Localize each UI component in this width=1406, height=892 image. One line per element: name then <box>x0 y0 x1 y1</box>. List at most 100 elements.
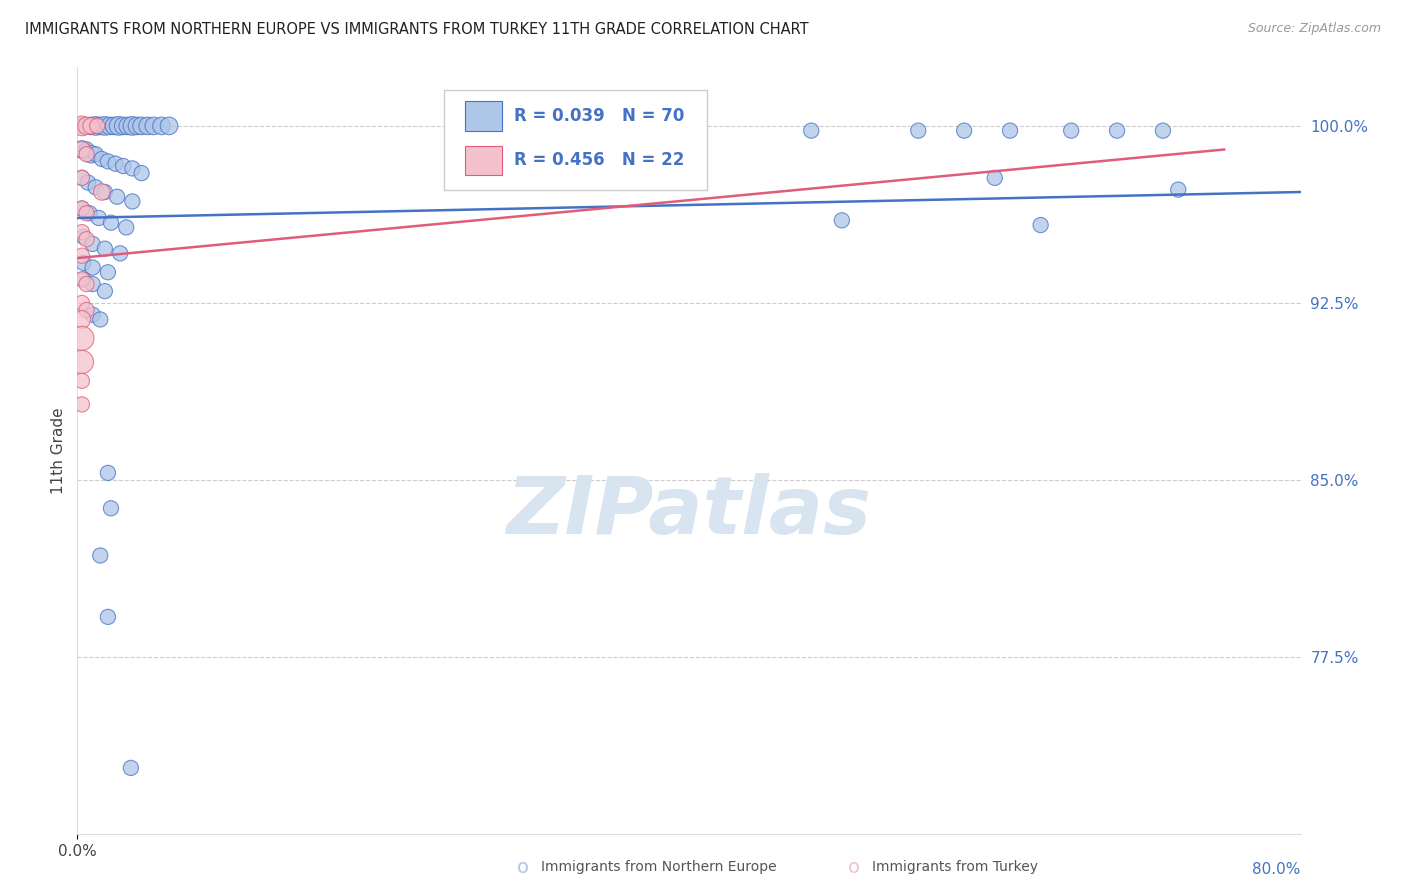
Text: o: o <box>848 857 859 877</box>
Point <box>97 154 120 169</box>
Point <box>100 501 122 516</box>
Point <box>82 308 104 322</box>
Point <box>94 284 117 298</box>
Point <box>70 119 93 133</box>
Point <box>76 147 98 161</box>
Point <box>86 119 108 133</box>
Point <box>157 119 180 133</box>
Point <box>831 213 853 227</box>
Point <box>89 312 111 326</box>
Point <box>72 256 94 270</box>
Point <box>97 466 120 480</box>
Point <box>121 119 143 133</box>
Point <box>131 166 153 180</box>
Point <box>82 277 104 291</box>
Point <box>70 143 93 157</box>
Point <box>80 119 103 133</box>
Point <box>76 303 98 318</box>
Point <box>70 296 93 310</box>
Point <box>80 119 103 133</box>
Text: R = 0.456   N = 22: R = 0.456 N = 22 <box>515 151 685 169</box>
Point <box>1167 183 1189 197</box>
Point <box>136 119 159 133</box>
Point <box>89 549 111 563</box>
Point <box>84 119 107 133</box>
Point <box>907 123 929 137</box>
Point <box>984 170 1007 185</box>
Point <box>76 277 98 291</box>
Point <box>108 246 131 260</box>
Point <box>84 147 107 161</box>
Point <box>107 119 129 133</box>
Point <box>953 123 976 137</box>
Point <box>1107 123 1129 137</box>
Point <box>77 176 100 190</box>
Point <box>90 152 112 166</box>
Text: Immigrants from Northern Europe: Immigrants from Northern Europe <box>541 860 778 874</box>
Point <box>87 211 110 225</box>
Text: ZIPatlas: ZIPatlas <box>506 473 872 551</box>
Point <box>70 331 93 345</box>
Point <box>70 202 93 216</box>
Point <box>509 126 531 140</box>
Point <box>98 119 121 133</box>
Point <box>97 610 120 624</box>
Text: 80.0%: 80.0% <box>1253 862 1301 877</box>
Point <box>84 180 107 194</box>
FancyBboxPatch shape <box>465 102 502 130</box>
Point <box>82 236 104 251</box>
Point <box>76 119 98 133</box>
Point <box>1029 218 1052 232</box>
Point <box>76 206 98 220</box>
Point <box>70 170 93 185</box>
Point <box>70 249 93 263</box>
Point <box>120 761 142 775</box>
Point <box>121 194 143 209</box>
Point <box>80 147 103 161</box>
Point <box>72 272 94 286</box>
Point <box>121 161 143 176</box>
Point <box>142 119 165 133</box>
Point <box>70 119 93 133</box>
Text: R = 0.039   N = 70: R = 0.039 N = 70 <box>515 107 685 125</box>
Point <box>76 119 98 133</box>
FancyBboxPatch shape <box>465 145 502 175</box>
Point <box>1152 123 1174 137</box>
Text: IMMIGRANTS FROM NORTHERN EUROPE VS IMMIGRANTS FROM TURKEY 11TH GRADE CORRELATION: IMMIGRANTS FROM NORTHERN EUROPE VS IMMIG… <box>25 22 808 37</box>
Point <box>105 190 128 204</box>
Point <box>70 397 93 411</box>
Point <box>800 123 823 137</box>
Point <box>89 119 111 133</box>
Point <box>76 143 98 157</box>
Point <box>70 272 93 286</box>
Point <box>998 123 1021 137</box>
Point <box>94 185 117 199</box>
Point <box>79 206 101 220</box>
Text: Immigrants from Turkey: Immigrants from Turkey <box>872 860 1038 874</box>
Point <box>72 230 94 244</box>
Point <box>70 143 93 157</box>
Point <box>70 170 93 185</box>
Point <box>103 119 125 133</box>
Point <box>82 260 104 275</box>
Text: o: o <box>517 857 529 877</box>
Point <box>70 312 93 326</box>
Point <box>70 202 93 216</box>
Point <box>112 159 135 173</box>
Point <box>70 355 93 369</box>
Point <box>94 119 117 133</box>
Point <box>1060 123 1083 137</box>
Point <box>94 242 117 256</box>
Point <box>125 119 148 133</box>
Point <box>100 216 122 230</box>
Point <box>115 220 138 235</box>
FancyBboxPatch shape <box>444 90 707 190</box>
Text: Source: ZipAtlas.com: Source: ZipAtlas.com <box>1247 22 1381 36</box>
Point <box>104 156 127 170</box>
Point <box>647 119 669 133</box>
Point <box>150 119 173 133</box>
Point <box>70 374 93 388</box>
Point <box>76 232 98 246</box>
Point <box>131 119 153 133</box>
Point <box>117 119 139 133</box>
